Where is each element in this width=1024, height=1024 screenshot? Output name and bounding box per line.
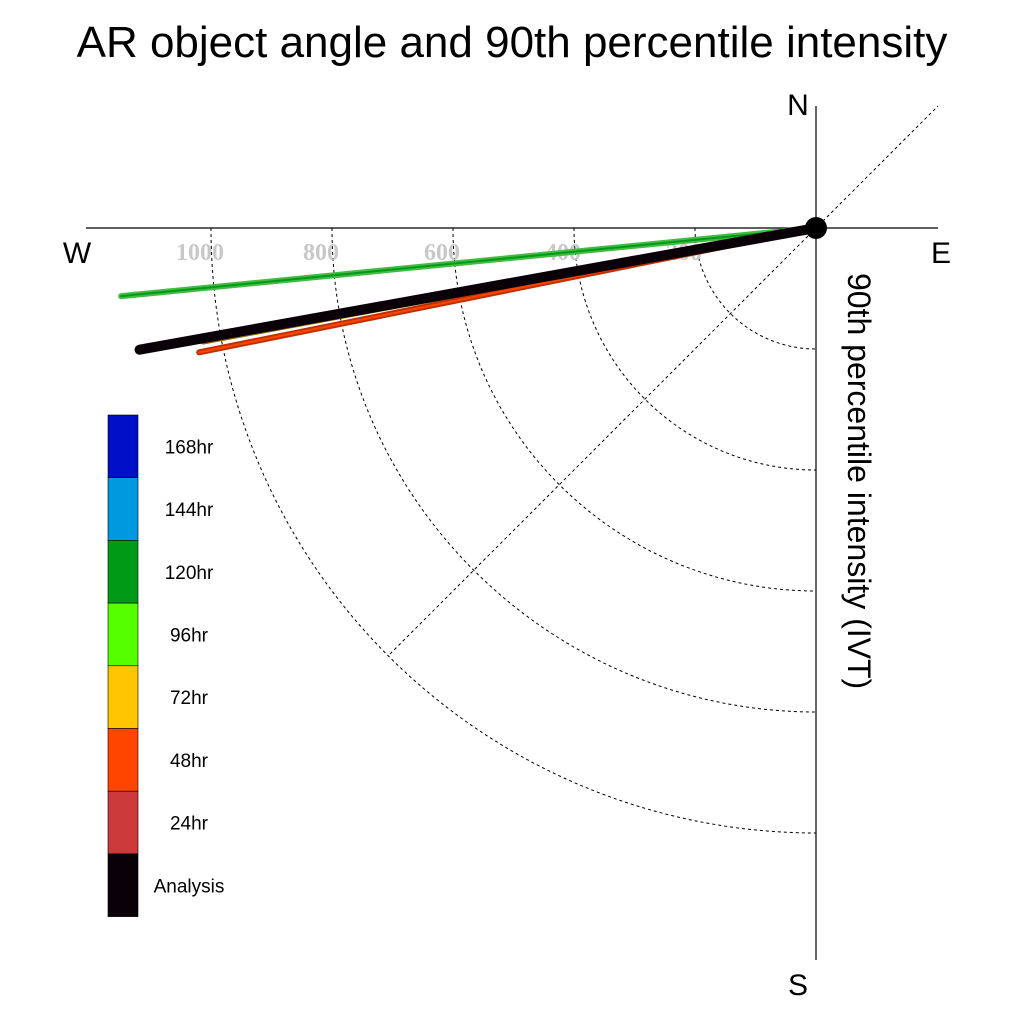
legend-swatch [107,477,139,541]
legend: 168hr 144hr 120hr 96hr 72hr 48hr 24hr Analysis [107,414,225,917]
legend-swatch [107,790,139,855]
legend-label: 48hr [170,751,209,772]
polar-grid [210,105,939,834]
legend-swatch [107,602,139,667]
radial-tick-label: 1000 [176,240,224,266]
series-vector-analysis [134,223,821,355]
legend-swatch [107,728,139,792]
compass-north: N [787,89,809,122]
legend-label: 96hr [170,625,209,646]
legend-label: Analysis [154,876,225,897]
legend-swatch [107,414,139,479]
compass-west: W [63,237,92,270]
chart-title: AR object angle and 90th percentile inte… [77,18,948,67]
grid-arc [452,227,817,592]
grid-arc [210,227,817,834]
legend-label: 168hr [165,437,214,458]
legend-label: 24hr [170,814,209,835]
compass-east: E [931,237,951,270]
legend-swatch [107,665,139,729]
grid-arc [331,227,817,713]
legend-label: 72hr [170,688,209,709]
y-axis-label: 90th percentile intensity (IVT) [841,273,877,689]
series-vector-120hr [118,225,819,300]
legend-swatch [107,853,139,917]
series-vectors [118,223,821,356]
compass-south: S [788,969,808,1002]
legend-swatch [107,540,139,604]
legend-label: 120hr [165,563,214,584]
radial-tick-label: 800 [303,240,339,266]
grid-arc [573,227,817,471]
legend-label: 144hr [165,500,214,521]
origin-marker [805,217,827,239]
